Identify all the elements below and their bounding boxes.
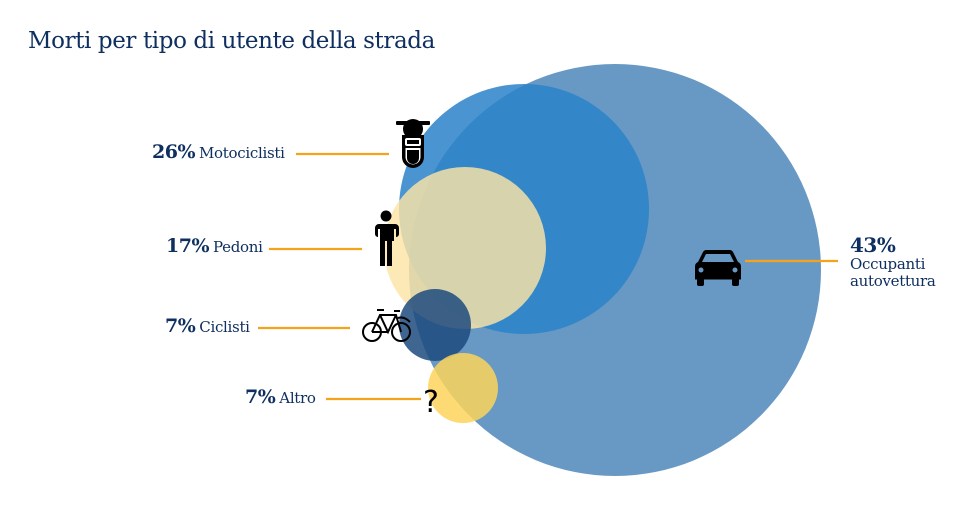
label-occupanti: 43% Occupanti autovettura [850, 234, 936, 290]
question-icon: ? [423, 385, 439, 420]
label-ciclisti: 7% Ciclisti [165, 315, 250, 337]
chart-title: Morti per tipo di utente della strada [28, 28, 435, 54]
car-icon [695, 249, 741, 286]
label-pedoni-name: Pedoni [213, 238, 263, 256]
pedestrian-icon [375, 210, 399, 266]
bicycle-icon [362, 309, 411, 342]
label-altro-pct: 7% [245, 386, 276, 408]
label-altro: 7% Altro [245, 386, 316, 408]
label-motociclisti: 26% Motociclisti [152, 141, 285, 163]
label-ciclisti-pct: 7% [165, 315, 196, 337]
bubble-altro [428, 353, 498, 423]
label-ciclisti-name: Ciclisti [199, 318, 250, 336]
motorcycle-icon [396, 119, 430, 168]
label-motociclisti-pct: 26% [152, 141, 196, 163]
label-occupanti-name-line1: Occupanti [850, 255, 926, 273]
label-occupanti-pct: 43% [850, 233, 896, 257]
bubble-ciclisti [399, 289, 471, 361]
label-pedoni: 17% Pedoni [166, 235, 263, 257]
label-occupanti-name-line2: autovettura [850, 272, 936, 290]
label-altro-name: Altro [279, 389, 316, 407]
bubble-pedoni [384, 167, 546, 329]
label-motociclisti-name: Motociclisti [199, 144, 285, 162]
label-pedoni-pct: 17% [166, 235, 210, 257]
